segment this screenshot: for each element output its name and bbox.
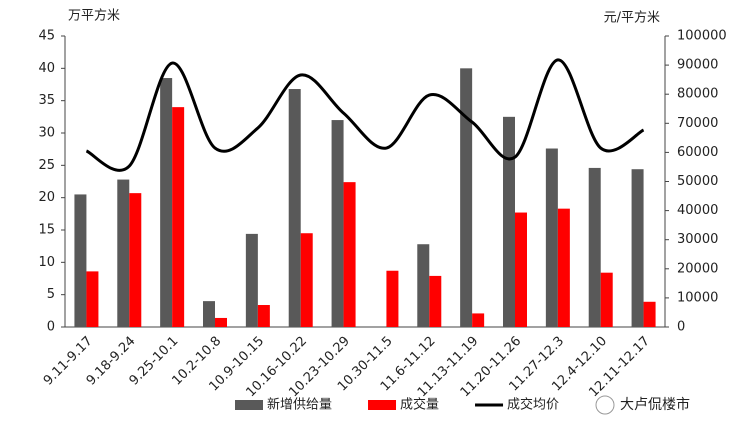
y2-tick-label: 40000	[677, 203, 718, 218]
legend-swatch	[235, 400, 263, 410]
bar	[343, 182, 356, 327]
y2-axis-title: 元/平方米	[604, 10, 660, 26]
bar	[557, 208, 570, 327]
y2-tick-label: 80000	[677, 87, 718, 102]
y-tick-label: 20	[38, 190, 55, 205]
bar	[503, 116, 515, 327]
legend-label: 新增供给量	[267, 397, 332, 413]
y2-tick-label: 10000	[677, 290, 718, 305]
bar	[288, 89, 301, 327]
bar	[129, 193, 142, 327]
bar	[460, 68, 473, 327]
bar	[300, 233, 313, 327]
y-tick-label: 30	[38, 126, 55, 141]
bar	[631, 169, 644, 327]
y2-tick-label: 20000	[677, 261, 718, 276]
legend-swatch	[368, 400, 397, 410]
y2-tick-label: 100000	[677, 29, 727, 44]
bar	[417, 244, 430, 327]
y2-tick-label: 30000	[677, 232, 718, 247]
y-tick-label: 0	[47, 320, 55, 335]
y2-tick-label: 60000	[677, 145, 718, 160]
y2-tick-label: 0	[677, 320, 685, 335]
y2-tick-label: 90000	[677, 58, 718, 73]
y-axis-title: 万平方米	[68, 8, 120, 24]
y-tick-label: 5	[47, 287, 55, 302]
bar	[545, 148, 558, 327]
bar	[331, 120, 344, 327]
y2-tick-label: 70000	[677, 116, 718, 131]
bar	[600, 272, 613, 327]
bar	[172, 107, 185, 327]
legend-label: 成交量	[400, 397, 439, 413]
y2-tick-label: 50000	[677, 174, 718, 189]
bar	[203, 301, 215, 327]
bar	[257, 305, 270, 327]
bar	[160, 78, 173, 328]
legend-label: 成交均价	[507, 397, 559, 413]
bar	[515, 212, 527, 327]
y-tick-label: 35	[38, 93, 55, 108]
bar	[643, 301, 656, 327]
y-tick-label: 15	[38, 223, 55, 238]
y-tick-label: 10	[38, 255, 55, 270]
bar	[472, 313, 485, 327]
watermark-icon	[595, 395, 615, 415]
bar	[429, 275, 442, 327]
line	[85, 58, 645, 172]
bar	[588, 167, 601, 327]
bar	[245, 233, 258, 327]
y-tick-label: 45	[38, 29, 55, 44]
watermark: 大卢侃楼市	[595, 395, 690, 415]
bar	[117, 179, 130, 327]
watermark-text: 大卢侃楼市	[620, 396, 690, 413]
bar	[74, 194, 87, 327]
bar	[86, 271, 99, 327]
bar	[386, 270, 399, 327]
y-tick-label: 25	[38, 158, 55, 173]
bar	[215, 317, 227, 327]
y-tick-label: 40	[38, 61, 55, 76]
